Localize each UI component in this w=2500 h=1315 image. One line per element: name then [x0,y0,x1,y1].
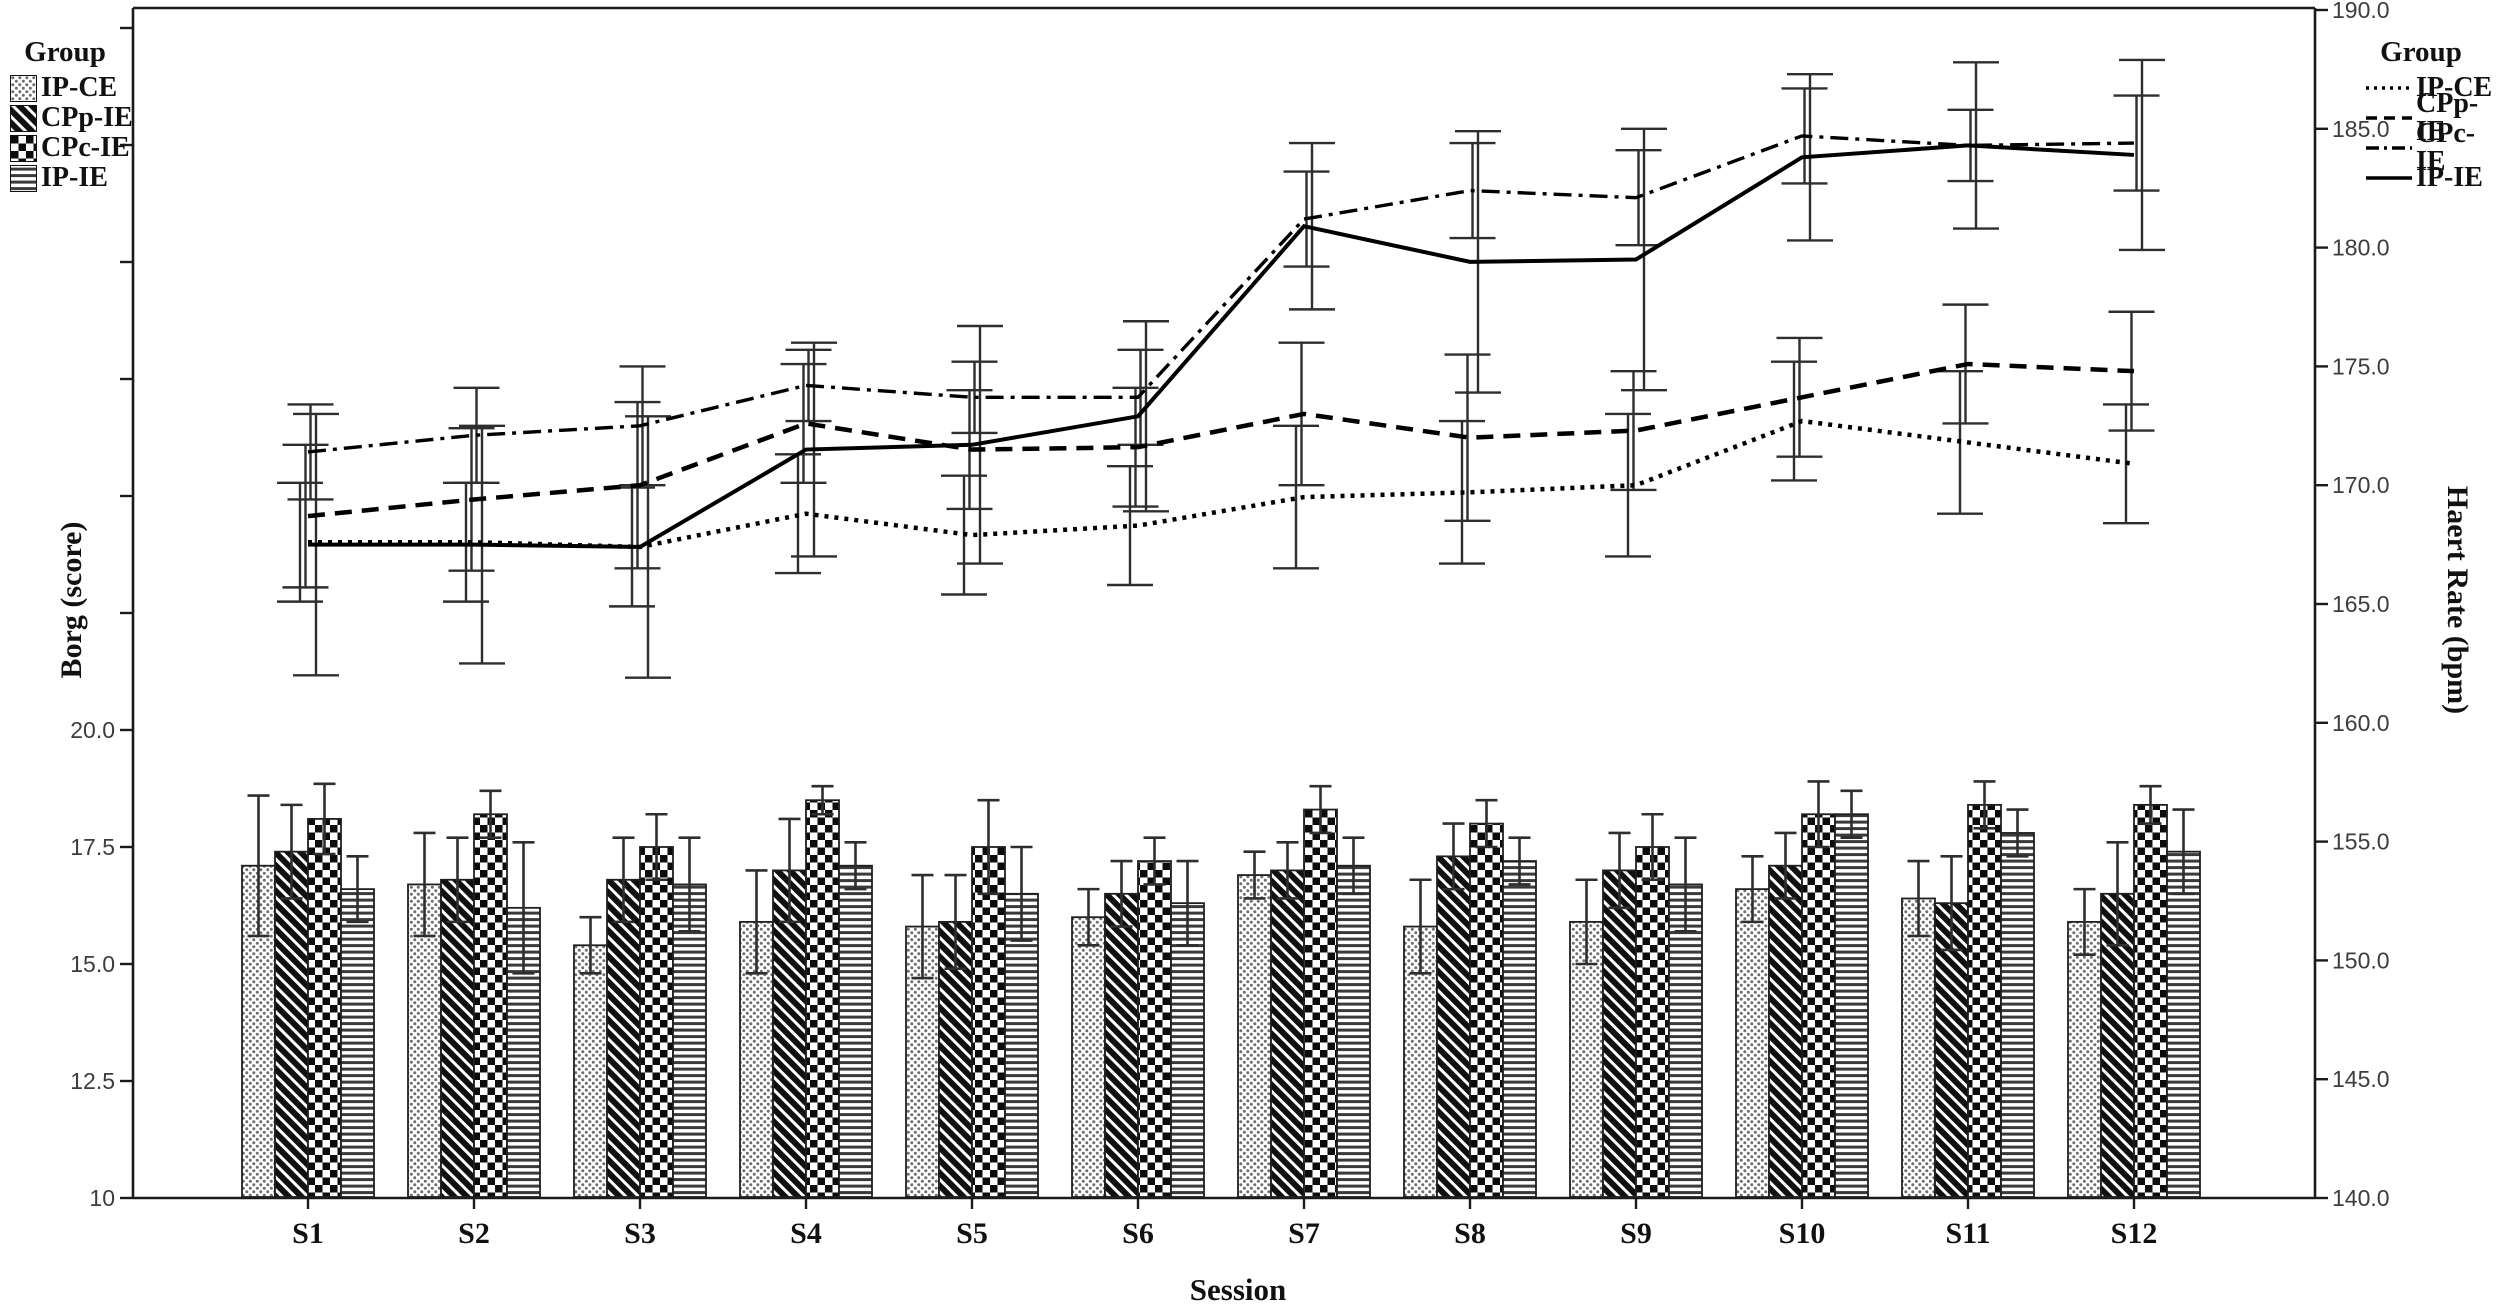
solid-line-sample-icon [2366,176,2412,180]
dots-swatch-icon [10,74,37,102]
bar-legend-item-CPc-IE: CPc-IE [10,132,140,163]
bar-legend-item-IP-IE: IP-IE [10,162,140,193]
svg-text:S6: S6 [1122,1217,1154,1250]
bar-series-group [241,799,2201,1198]
right-axis-title: Haert Rate (bpm) [2441,485,2474,715]
svg-text:12.5: 12.5 [70,1068,115,1094]
checkerboard-swatch-icon [10,134,37,162]
svg-text:S4: S4 [790,1217,822,1250]
line-series-CPp-IE [307,361,2135,519]
svg-text:S9: S9 [1620,1217,1652,1250]
svg-text:175.0: 175.0 [2332,353,2390,379]
svg-text:140.0: 140.0 [2332,1185,2390,1211]
bar-legend-title: Group [24,36,106,68]
svg-text:180.0: 180.0 [2332,235,2390,261]
svg-text:10: 10 [89,1185,115,1211]
line-legend-label: IP-CE [2416,72,2493,103]
svg-text:S2: S2 [458,1217,490,1250]
svg-text:185.0: 185.0 [2332,116,2390,142]
bar-legend-item-CPp-IE: CPp-IE [10,102,140,133]
bar-legend-item-IP-CE: IP-CE [10,72,140,103]
bar-legend: Group IP-CE CPp-IE CPc-IE IP-IE [10,36,140,195]
svg-text:150.0: 150.0 [2332,947,2390,973]
line-series-group [307,134,2135,550]
left-axis-title: Borg (score) [55,521,88,679]
line-series-IP-IE [308,143,2135,549]
svg-text:S8: S8 [1454,1217,1486,1250]
svg-text:S3: S3 [624,1217,656,1250]
line-series-IP-CE [308,418,2135,550]
line-legend-item-CPc-IE: CPc-IE [2366,120,2500,176]
line-legend-item-CPp-IE: CPp-IE [2366,90,2500,146]
svg-text:S1: S1 [292,1217,324,1250]
bar-legend-label: IP-IE [41,162,108,193]
svg-text:160.0: 160.0 [2332,710,2390,736]
axis-ticks-and-labels: 20.0 17.5 15.0 12.5 10 140.0 145.0 150.0 155.0 16… [70,0,2389,1250]
bar-legend-label: CPp-IE [41,102,133,133]
line-legend-label: IP-IE [2416,162,2483,193]
line-legend-item-IP-IE: IP-IE [2366,162,2500,193]
bar-legend-items: IP-CE CPp-IE CPc-IE IP-IE [10,72,140,193]
line-legend: Group IP-CE CPp-IE CPc-IE IP-IE [2366,36,2500,195]
svg-text:S11: S11 [1945,1217,1990,1250]
x-axis-title: Session [1189,1272,1287,1307]
svg-text:155.0: 155.0 [2332,829,2390,855]
bar-error-bars [247,780,2195,980]
svg-text:145.0: 145.0 [2332,1066,2390,1092]
horizontal-stripes-swatch-icon [10,164,37,192]
dash-dot-line-sample-icon [2366,146,2412,150]
svg-text:S12: S12 [2111,1217,2158,1250]
bar-series-IP-IE [340,813,2201,1198]
line-legend-item-IP-CE: IP-CE [2366,72,2500,103]
dotted-line-sample-icon [2366,86,2412,90]
line-legend-items: IP-CE CPp-IE CPc-IE IP-IE [2366,72,2500,193]
svg-text:S10: S10 [1779,1217,1826,1250]
svg-text:170.0: 170.0 [2332,472,2390,498]
diagonal-stripes-swatch-icon [10,104,37,132]
svg-text:S7: S7 [1288,1217,1320,1250]
svg-text:20.0: 20.0 [70,717,115,743]
line-legend-label: CPp-IE [2416,88,2479,147]
line-legend-label: CPc-IE [2416,118,2476,177]
svg-text:190.0: 190.0 [2332,0,2390,23]
svg-text:165.0: 165.0 [2332,591,2390,617]
svg-text:S5: S5 [956,1217,988,1250]
line-legend-title: Group [2380,36,2462,68]
bar-legend-label: IP-CE [41,72,118,103]
svg-text:15.0: 15.0 [70,951,115,977]
plot-frame [131,6,2317,1200]
line-series-CPc-IE [307,134,2135,454]
bar-legend-label: CPc-IE [41,132,130,163]
svg-text:17.5: 17.5 [70,834,115,860]
dashed-line-sample-icon [2366,116,2412,120]
